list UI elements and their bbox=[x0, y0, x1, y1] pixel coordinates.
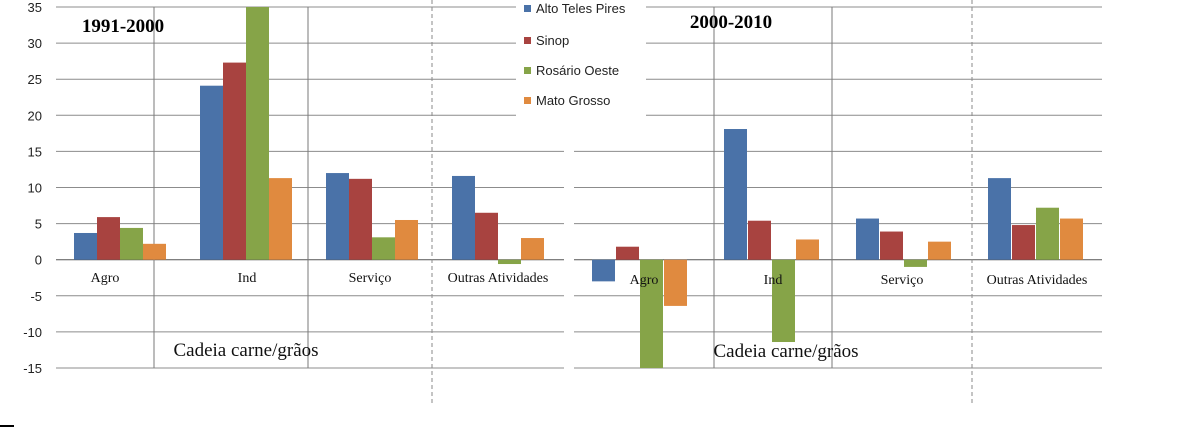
bar-2000-2010-Ind-Mato Grosso bbox=[796, 239, 819, 260]
legend: Alto Teles Pires Sinop Rosário Oeste Mato G… bbox=[524, 1, 626, 108]
bar-1991-2000-Outras Atividades-Rosário Oeste bbox=[498, 259, 521, 265]
legend-label-3: Mato Grosso bbox=[536, 93, 610, 108]
bar-1991-2000-Ind-Rosário Oeste bbox=[246, 7, 269, 260]
y-tick-label--5: -5 bbox=[30, 289, 42, 304]
bar-1991-2000-Agro-Alto Teles Pires bbox=[74, 232, 97, 260]
bar-2000-2010-Agro-Mato Grosso bbox=[664, 259, 687, 306]
bar-1991-2000-Serviço-Alto Teles Pires bbox=[326, 173, 349, 260]
legend-background bbox=[516, 0, 646, 122]
bar-2000-2010-Ind-Alto Teles Pires bbox=[724, 129, 747, 260]
bar-2000-2010-Outras Atividades-Rosário Oeste bbox=[1036, 207, 1059, 260]
y-tick-label-5: 5 bbox=[35, 217, 42, 232]
bar-1991-2000-Agro-Sinop bbox=[97, 217, 120, 260]
group-label-0: Cadeia carne/grãos bbox=[173, 340, 318, 361]
bar-1991-2000-Ind-Alto Teles Pires bbox=[200, 85, 223, 260]
bar-2000-2010-Serviço-Rosário Oeste bbox=[904, 259, 927, 267]
period-title-0: 1991-2000 bbox=[82, 16, 164, 37]
legend-label-1: Sinop bbox=[536, 33, 569, 48]
text-labels: Agro Ind Serviço Outras Atividades 1991-2000… bbox=[82, 12, 1088, 362]
y-tick-label-35: 35 bbox=[28, 0, 42, 15]
group-label-1: Cadeia carne/grãos bbox=[713, 341, 858, 362]
category-label-0-1: Ind bbox=[238, 271, 257, 286]
category-label-1-2: Serviço bbox=[881, 273, 924, 288]
category-label-0-3: Outras Atividades bbox=[448, 271, 549, 286]
legend-label-2: Rosário Oeste bbox=[536, 63, 619, 78]
y-tick-label-15: 15 bbox=[28, 144, 42, 159]
legend-swatch-0 bbox=[524, 5, 531, 12]
bar-2000-2010-Agro-Rosário Oeste bbox=[640, 259, 663, 368]
bar-2000-2010-Outras Atividades-Sinop bbox=[1012, 225, 1035, 260]
bar-1991-2000-Serviço-Rosário Oeste bbox=[372, 237, 395, 260]
bar-1991-2000-Agro-Rosário Oeste bbox=[120, 227, 143, 260]
y-tick-label-20: 20 bbox=[28, 108, 42, 123]
bar-1991-2000-Ind-Sinop bbox=[223, 62, 246, 260]
bar-1991-2000-Serviço-Sinop bbox=[349, 178, 372, 260]
bar-2000-2010-Agro-Sinop bbox=[616, 246, 639, 260]
bar-2000-2010-Ind-Sinop bbox=[748, 220, 771, 260]
bars bbox=[74, 7, 1083, 368]
bar-1991-2000-Serviço-Mato Grosso bbox=[395, 219, 418, 260]
bar-2000-2010-Serviço-Sinop bbox=[880, 231, 903, 260]
y-axis-tick-labels: -15 -10 -5 0 5 10 15 20 25 30 35 bbox=[23, 0, 42, 376]
y-tick-label--15: -15 bbox=[23, 361, 42, 376]
y-tick-label-25: 25 bbox=[28, 72, 42, 87]
category-label-0-2: Serviço bbox=[349, 271, 392, 286]
period-title-1: 2000-2010 bbox=[690, 12, 772, 33]
y-tick-label-30: 30 bbox=[28, 36, 42, 51]
bar-2000-2010-Serviço-Mato Grosso bbox=[928, 241, 951, 260]
bar-1991-2000-Agro-Mato Grosso bbox=[143, 243, 166, 260]
bar-1991-2000-Ind-Mato Grosso bbox=[269, 178, 292, 260]
legend-swatch-3 bbox=[524, 97, 531, 104]
bar-1991-2000-Outras Atividades-Sinop bbox=[475, 212, 498, 260]
bar-1991-2000-Outras Atividades-Mato Grosso bbox=[521, 238, 544, 260]
category-label-1-3: Outras Atividades bbox=[987, 273, 1088, 288]
y-tick-label-10: 10 bbox=[28, 181, 42, 196]
category-label-1-1: Ind bbox=[764, 273, 783, 288]
legend-swatch-1 bbox=[524, 37, 531, 44]
bar-1991-2000-Outras Atividades-Alto Teles Pires bbox=[452, 175, 475, 260]
legend-swatch-2 bbox=[524, 67, 531, 74]
bar-2000-2010-Ind-Rosário Oeste bbox=[772, 259, 795, 343]
bar-2000-2010-Outras Atividades-Mato Grosso bbox=[1060, 218, 1083, 260]
bar-2000-2010-Serviço-Alto Teles Pires bbox=[856, 218, 879, 260]
category-label-0-0: Agro bbox=[91, 271, 120, 286]
category-label-1-0: Agro bbox=[630, 273, 659, 288]
y-tick-label--10: -10 bbox=[23, 325, 42, 340]
y-tick-label-0: 0 bbox=[35, 253, 42, 268]
category-dividers bbox=[153, 0, 973, 404]
bar-2000-2010-Agro-Alto Teles Pires bbox=[592, 259, 615, 282]
bar-2000-2010-Outras Atividades-Alto Teles Pires bbox=[988, 178, 1011, 260]
legend-label-0: Alto Teles Pires bbox=[536, 1, 626, 16]
